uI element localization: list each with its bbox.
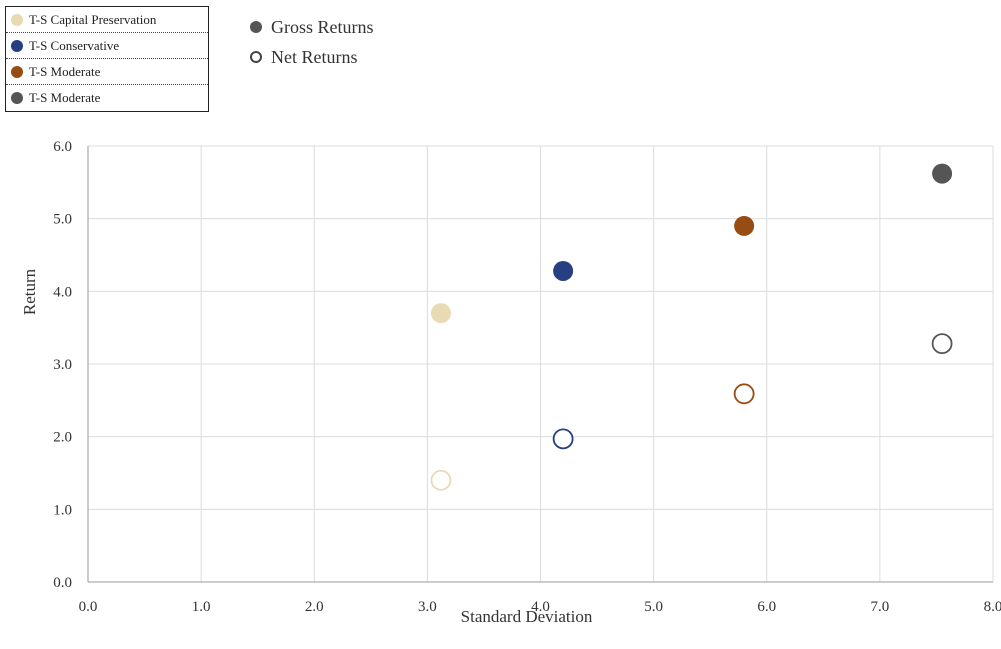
grid [88,145,994,582]
marker-legend-label: Gross Returns [271,16,374,37]
marker-type-legend: Gross Returns Net Returns [250,12,374,72]
y-tick-label: 0.0 [53,575,72,591]
x-tick-label: 6.0 [757,599,776,615]
net-return-point [430,469,452,491]
series-color-dot [11,13,23,26]
x-tick-label: 7.0 [871,599,890,615]
x-tick-label: 8.0 [984,599,1001,615]
series-legend-label: T-S Conservative [29,37,120,53]
x-tick-label: 1.0 [192,599,211,615]
x-tick-label: 5.0 [644,599,663,615]
data-points [430,163,953,491]
gross-return-point [734,215,755,236]
y-tick-label: 5.0 [53,212,72,228]
series-legend: T-S Capital Preservation T-S Conservativ… [5,6,209,112]
gross-return-point [553,260,574,281]
y-tick-label: 2.0 [53,430,72,446]
tick-labels: 0.0 1.0 2.0 3.0 4.0 5.0 6.0 7.0 8.0 0.0 1.0 2.0 3.0 4… [53,139,1001,615]
marker-legend-gross: Gross Returns [250,12,374,42]
series-color-dot [11,92,23,104]
series-legend-item: T-S Capital Preservation [6,7,208,33]
series-color-dot [11,39,23,52]
axes [87,146,993,583]
x-tick-label: 2.0 [305,599,324,615]
y-tick-label: 4.0 [53,284,72,300]
series-legend-label: T-S Moderate [29,90,101,105]
series-legend-item: T-S Moderate [6,85,208,111]
gross-return-point [932,163,953,184]
series-legend-label: T-S Capital Preservation [29,11,157,27]
x-axis-label: Standard Deviation [461,607,593,626]
gross-return-point [430,303,451,324]
series-legend-item: T-S Moderate [6,59,208,85]
series-color-dot [11,65,23,78]
net-return-point [931,333,953,355]
filled-circle-icon [250,21,262,33]
y-tick-label: 1.0 [53,502,72,518]
series-legend-label: T-S Moderate [29,63,101,79]
x-tick-label: 4.0 [531,599,550,615]
net-return-point [552,428,574,450]
y-axis-label: Return [20,268,39,315]
marker-legend-label: Net Returns [271,46,358,67]
y-tick-label: 6.0 [53,139,72,155]
axis-labels: Standard Deviation Return [20,268,593,626]
x-tick-label: 3.0 [418,599,437,615]
y-tick-label: 3.0 [53,357,72,373]
x-tick-label: 0.0 [79,599,98,615]
net-return-point [733,383,755,405]
marker-legend-net: Net Returns [250,42,374,72]
hollow-circle-icon [250,51,262,63]
series-legend-item: T-S Conservative [6,33,208,59]
